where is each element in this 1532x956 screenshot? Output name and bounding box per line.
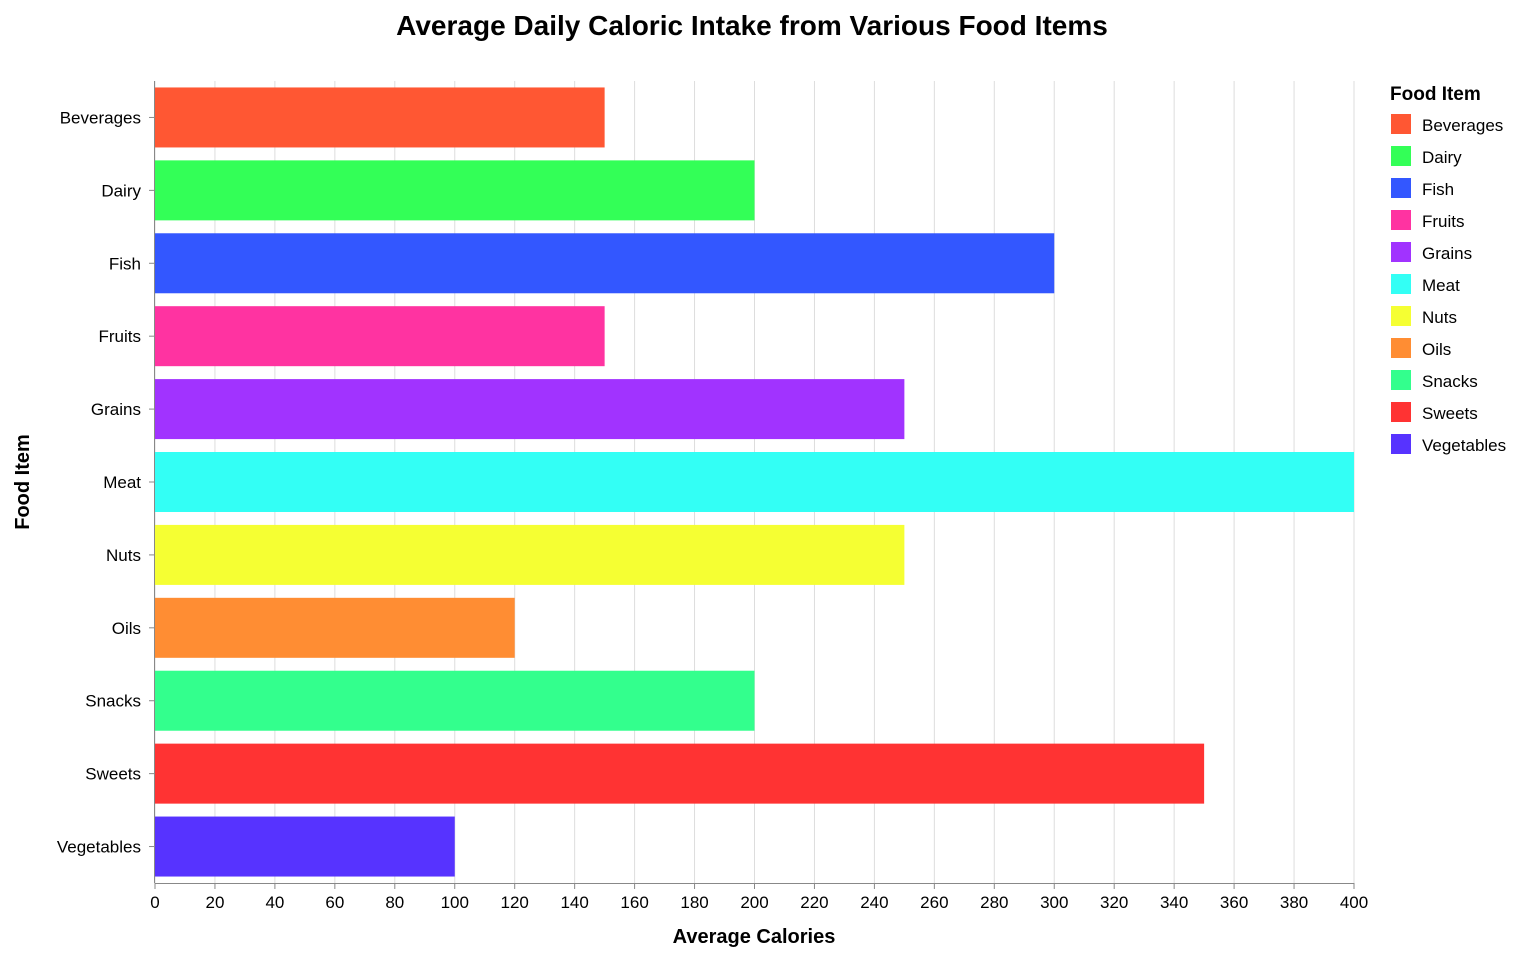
- bar-nuts: [155, 524, 905, 585]
- x-tick-label: 260: [920, 893, 948, 912]
- x-tick-label: 100: [441, 893, 469, 912]
- x-tick-label: 360: [1220, 893, 1248, 912]
- bar-grains: [155, 379, 905, 440]
- x-tick-label: 320: [1100, 893, 1128, 912]
- y-tick-label: Beverages: [60, 108, 141, 127]
- y-tick-label: Dairy: [101, 181, 141, 200]
- x-tick-label: 380: [1280, 893, 1308, 912]
- legend-swatch: [1391, 210, 1411, 230]
- bar-oils: [155, 597, 515, 658]
- legend-label: Snacks: [1422, 372, 1478, 391]
- x-tick-label: 40: [265, 893, 284, 912]
- bars: [155, 87, 1354, 877]
- legend-title: Food Item: [1390, 84, 1481, 105]
- x-tick-label: 400: [1340, 893, 1368, 912]
- bar-snacks: [155, 670, 755, 731]
- legend-swatch: [1391, 274, 1411, 294]
- legend-label: Beverages: [1422, 116, 1503, 135]
- legend-label: Nuts: [1422, 308, 1457, 327]
- y-tick-label: Fish: [109, 254, 141, 273]
- legend-swatch: [1391, 178, 1411, 198]
- legend-swatch: [1391, 114, 1411, 134]
- chart-title: Average Daily Caloric Intake from Variou…: [396, 10, 1108, 41]
- y-tick-label: Fruits: [99, 327, 142, 346]
- legend-swatch: [1391, 402, 1411, 422]
- legend-label: Dairy: [1422, 148, 1462, 167]
- bar-dairy: [155, 160, 755, 221]
- x-tick-label: 20: [205, 893, 224, 912]
- y-tick-label: Grains: [91, 400, 141, 419]
- y-tick-label: Nuts: [106, 546, 141, 565]
- x-axis: 0 20 40 60 80 100 120 140 160 180 200 220 240 260 280 3…: [150, 883, 1368, 912]
- bar-vegetables: [155, 816, 455, 877]
- x-tick-label: 0: [150, 893, 159, 912]
- x-tick-label: 120: [501, 893, 529, 912]
- y-axis: Beverages Dairy Fish Fruits Grains Meat Nuts Oi…: [57, 81, 155, 883]
- x-tick-label: 60: [325, 893, 344, 912]
- x-tick-label: 80: [385, 893, 404, 912]
- legend-label: Meat: [1422, 276, 1460, 295]
- y-tick-label: Vegetables: [57, 838, 141, 857]
- bar-fruits: [155, 306, 605, 367]
- legend-swatch: [1391, 434, 1411, 454]
- x-axis-title: Average Calories: [673, 926, 836, 948]
- x-tick-label: 340: [1160, 893, 1188, 912]
- legend-label: Vegetables: [1422, 436, 1506, 455]
- x-tick-label: 220: [800, 893, 828, 912]
- y-tick-label: Meat: [103, 473, 141, 492]
- legend-swatch: [1391, 146, 1411, 166]
- y-tick-label: Snacks: [85, 692, 141, 711]
- x-tick-label: 240: [860, 893, 888, 912]
- x-tick-label: 300: [1040, 893, 1068, 912]
- x-tick-label: 160: [620, 893, 648, 912]
- y-tick-label: Oils: [112, 619, 141, 638]
- bar-fish: [155, 233, 1055, 294]
- legend: Food Item Beverages Dairy Fish Fruits Grains…: [1390, 84, 1506, 455]
- legend-label: Fruits: [1422, 212, 1465, 231]
- y-axis-title: Food Item: [12, 434, 34, 530]
- x-tick-label: 140: [560, 893, 588, 912]
- legend-label: Fish: [1422, 180, 1454, 199]
- x-tick-label: 280: [980, 893, 1008, 912]
- legend-label: Oils: [1422, 340, 1451, 359]
- legend-label: Grains: [1422, 244, 1472, 263]
- bar-sweets: [155, 743, 1205, 804]
- legend-swatch: [1391, 306, 1411, 326]
- legend-swatch: [1391, 242, 1411, 262]
- bar-meat: [155, 452, 1354, 512]
- legend-swatch: [1391, 338, 1411, 358]
- x-tick-label: 200: [740, 893, 768, 912]
- legend-label: Sweets: [1422, 404, 1478, 423]
- legend-swatch: [1391, 370, 1411, 390]
- y-tick-label: Sweets: [85, 765, 141, 784]
- x-tick-label: 180: [680, 893, 708, 912]
- bar-beverages: [155, 87, 605, 148]
